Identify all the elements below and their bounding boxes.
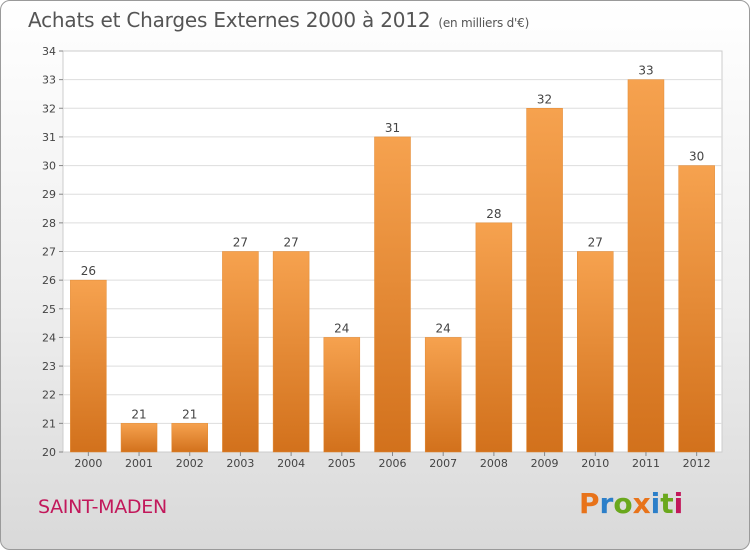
x-tick-label-2002: 2002 [176, 457, 204, 470]
data-label-2004: 27 [283, 236, 298, 250]
chart-title: Achats et Charges Externes 2000 à 2012 (e… [28, 8, 529, 32]
proxiti-logo: Proxiti [579, 487, 683, 520]
y-tick-label: 27 [42, 246, 56, 259]
y-tick-label: 29 [42, 188, 56, 201]
data-label-2003: 27 [233, 236, 248, 250]
y-tick-label: 32 [42, 102, 56, 115]
data-label-2002: 21 [182, 407, 197, 421]
data-label-2011: 33 [638, 64, 653, 78]
y-tick-label: 23 [42, 360, 56, 373]
y-tick-label: 25 [42, 303, 56, 316]
x-tick-label-2001: 2001 [125, 457, 153, 470]
data-label-2000: 26 [81, 264, 96, 278]
y-tick-label: 30 [42, 160, 56, 173]
commune-name: SAINT-MADEN [38, 496, 167, 518]
y-tick-label: 22 [42, 389, 56, 402]
bar-2008 [475, 222, 513, 453]
x-tick-label-2012: 2012 [683, 457, 711, 470]
data-label-2006: 31 [385, 121, 400, 135]
logo-letter: o [613, 487, 633, 520]
data-label-2007: 24 [436, 321, 451, 335]
data-label-2005: 24 [334, 321, 349, 335]
bar-2003 [222, 251, 259, 453]
y-tick-label: 21 [42, 417, 56, 430]
bar-2012 [678, 165, 715, 453]
logo-letter: t [660, 487, 674, 520]
bar-2006 [374, 136, 411, 453]
y-tick-label: 26 [42, 274, 56, 287]
x-tick-label-2010: 2010 [581, 457, 609, 470]
bar-2002 [171, 423, 208, 453]
x-tick-label-2009: 2009 [531, 457, 559, 470]
x-tick-label-2007: 2007 [429, 457, 457, 470]
data-label-2008: 28 [486, 207, 501, 221]
logo-letter: x [632, 487, 651, 520]
bar-2004 [272, 251, 310, 453]
y-tick-label: 28 [42, 217, 56, 230]
x-tick-label-2006: 2006 [379, 457, 407, 470]
data-label-2010: 27 [588, 236, 603, 250]
bar-2005 [323, 337, 361, 453]
data-label-2012: 30 [689, 150, 704, 164]
bar-2000 [70, 279, 107, 453]
chart-title-text: Achats et Charges Externes 2000 à 2012 [28, 8, 431, 32]
x-tick-label-2008: 2008 [480, 457, 508, 470]
data-label-2001: 21 [131, 407, 146, 421]
x-tick-label-2000: 2000 [74, 457, 102, 470]
x-tick-label-2003: 2003 [226, 457, 254, 470]
x-tick-label-2005: 2005 [328, 457, 356, 470]
bar-2001 [120, 423, 158, 453]
bar-2011 [627, 79, 665, 453]
bar-2009 [526, 108, 563, 453]
logo-letter: i [673, 487, 684, 520]
chart-unit: (en milliers d'€) [438, 16, 530, 30]
y-tick-label: 33 [42, 74, 56, 87]
bar-2010 [577, 251, 614, 453]
y-tick-label: 34 [42, 45, 56, 58]
x-tick-label-2011: 2011 [632, 457, 660, 470]
logo-letter: r [599, 487, 614, 520]
data-label-2009: 32 [537, 92, 552, 106]
logo-letter: P [579, 487, 600, 520]
logo-letter: i [650, 487, 661, 520]
y-tick-label: 24 [42, 331, 56, 344]
y-tick-label: 31 [42, 131, 56, 144]
x-tick-label-2004: 2004 [277, 457, 305, 470]
y-tick-label: 20 [42, 446, 56, 459]
bar-2007 [424, 337, 462, 453]
